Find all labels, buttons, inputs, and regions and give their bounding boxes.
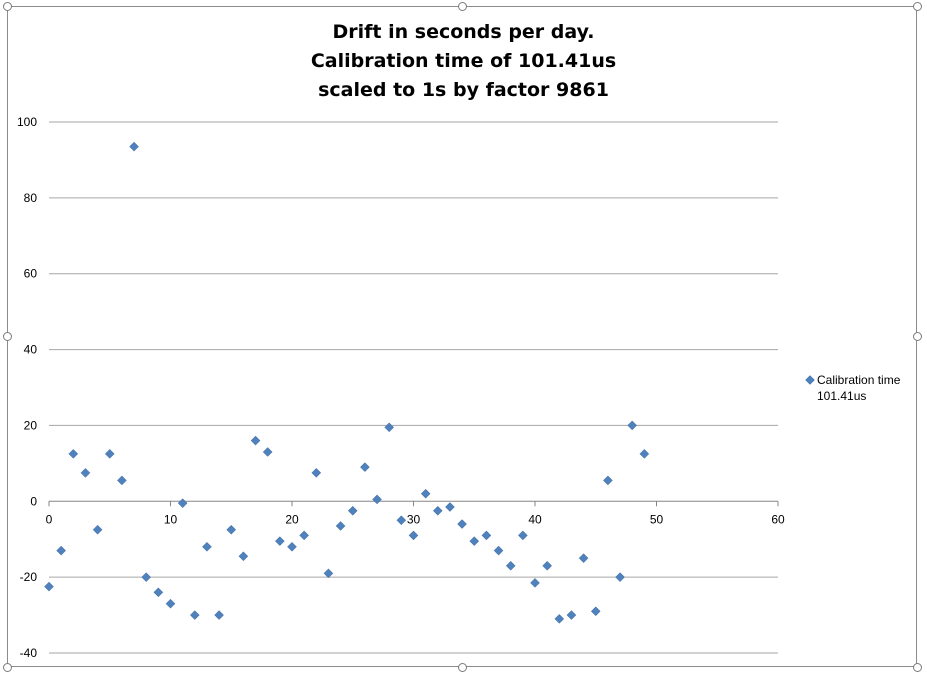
data-point[interactable] — [372, 494, 382, 505]
y-tick-label: 80 — [24, 191, 38, 205]
chart-title-line-2[interactable]: Calibration time of 101.41us — [310, 50, 617, 72]
y-tick-label: 20 — [24, 418, 38, 432]
data-point[interactable] — [141, 572, 152, 582]
resize-handle-middle-left[interactable] — [3, 332, 12, 341]
data-point[interactable] — [238, 551, 249, 562]
x-tick-label: 10 — [164, 512, 178, 526]
data-point[interactable] — [56, 545, 67, 556]
x-tick-label: 20 — [285, 512, 299, 526]
data-point[interactable] — [274, 536, 285, 546]
resize-handle-bottom-center[interactable] — [458, 663, 467, 672]
resize-handle-middle-right[interactable] — [913, 332, 922, 341]
x-tick-label: 50 — [650, 512, 664, 526]
data-point[interactable] — [566, 610, 577, 620]
data-point[interactable] — [603, 475, 613, 486]
data-point[interactable] — [68, 449, 79, 459]
data-point[interactable] — [311, 467, 322, 478]
resize-handle-top-left[interactable] — [3, 2, 12, 11]
x-axis-tick-labels: 0 10 20 30 40 50 60 — [46, 512, 785, 526]
data-point[interactable] — [129, 141, 139, 152]
data-point[interactable] — [347, 505, 358, 516]
y-tick-label: 60 — [24, 267, 38, 281]
data-point[interactable] — [627, 420, 638, 431]
data-point[interactable] — [432, 505, 443, 516]
legend-label[interactable]: Calibration time 101.41us — [817, 373, 901, 403]
data-point[interactable] — [578, 553, 589, 564]
data-point[interactable] — [457, 519, 467, 529]
data-point[interactable] — [590, 606, 601, 617]
legend-marker-diamond — [805, 375, 815, 385]
resize-handle-bottom-right[interactable] — [913, 663, 922, 672]
data-point[interactable] — [80, 467, 91, 478]
chart-title-line-3[interactable]: scaled to 1s by factor 9861 — [318, 79, 609, 101]
data-point[interactable] — [92, 524, 103, 535]
legend-marker — [805, 375, 815, 385]
data-point[interactable] — [554, 614, 565, 624]
data-point[interactable] — [517, 530, 528, 541]
data-point[interactable] — [226, 524, 237, 535]
data-point[interactable] — [104, 449, 115, 459]
data-point[interactable] — [639, 449, 650, 459]
data-point[interactable] — [615, 572, 625, 582]
y-tick-label: 40 — [24, 343, 38, 357]
gridlines — [48, 121, 779, 654]
data-point[interactable] — [505, 560, 516, 571]
data-point[interactable] — [396, 515, 407, 526]
data-point[interactable] — [335, 521, 346, 531]
data-point[interactable] — [177, 498, 188, 509]
x-tick-label: 60 — [771, 512, 785, 526]
resize-handle-top-center[interactable] — [458, 2, 467, 11]
y-tick-label: 100 — [17, 115, 37, 129]
y-tick-label: 0 — [30, 494, 37, 508]
data-series — [44, 141, 650, 624]
y-tick-label: -40 — [20, 646, 38, 660]
data-point[interactable] — [299, 530, 310, 541]
data-point[interactable] — [445, 502, 455, 512]
data-point[interactable] — [493, 545, 504, 556]
data-point[interactable] — [384, 422, 395, 433]
chart-title-line-1[interactable]: Drift in seconds per day. — [332, 21, 595, 43]
data-point[interactable] — [117, 475, 127, 486]
data-point[interactable] — [469, 536, 480, 546]
data-point[interactable] — [202, 541, 212, 552]
data-point[interactable] — [481, 530, 492, 541]
data-point[interactable] — [360, 462, 370, 473]
data-point[interactable] — [44, 581, 54, 592]
y-tick-label: -20 — [20, 570, 38, 584]
data-point[interactable] — [189, 610, 200, 620]
resize-handle-bottom-left[interactable] — [3, 663, 12, 672]
x-tick-label: 0 — [46, 512, 53, 526]
data-point[interactable] — [542, 560, 553, 571]
data-point[interactable] — [262, 447, 273, 457]
data-point[interactable] — [165, 598, 176, 609]
resize-handle-top-right[interactable] — [913, 2, 922, 11]
data-point[interactable] — [420, 488, 431, 499]
data-point[interactable] — [408, 530, 419, 541]
y-axis-tick-labels: 100 80 60 40 20 0 -20 -40 — [17, 115, 37, 660]
data-point[interactable] — [214, 610, 224, 620]
x-tick-label: 40 — [528, 512, 542, 526]
data-point[interactable] — [323, 568, 334, 579]
data-point[interactable] — [153, 587, 164, 598]
data-point[interactable] — [250, 435, 261, 446]
x-tick-label: 30 — [407, 512, 421, 526]
data-point[interactable] — [287, 541, 297, 552]
data-point[interactable] — [530, 577, 540, 588]
